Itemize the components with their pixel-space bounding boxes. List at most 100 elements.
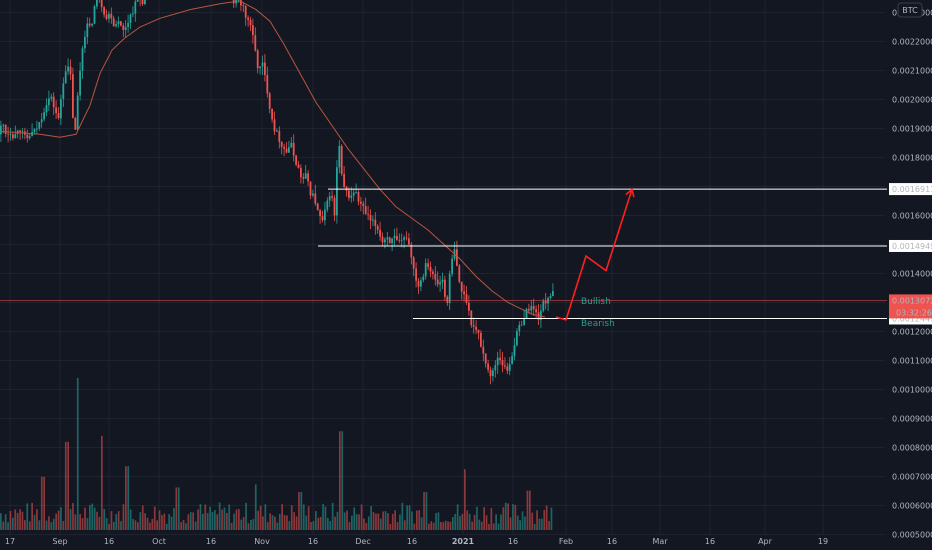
- candle: [549, 293, 552, 300]
- y-tick-label: 0.0006000: [892, 502, 932, 511]
- candle-body: [436, 279, 439, 285]
- volume-bar: [245, 502, 247, 530]
- y-tick-label: 0.0012000: [892, 328, 932, 337]
- candle: [326, 197, 329, 213]
- volume-bar: [348, 522, 351, 530]
- candle: [110, 7, 113, 24]
- time-axis[interactable]: 17 Sep 16 Oct 16 Nov 16 Dec 16 2021 16 Feb 16 Mar 16 Ap…: [5, 537, 828, 546]
- candle: [249, 16, 252, 32]
- volume-bar: [343, 512, 346, 530]
- candle-body: [69, 66, 72, 75]
- volume-bar: [76, 378, 79, 530]
- candle-body: [518, 325, 521, 332]
- candle: [91, 23, 93, 28]
- candle-body: [14, 134, 17, 138]
- volume-bar: [185, 523, 187, 530]
- volume-bar: [98, 516, 101, 530]
- candle-body: [0, 125, 2, 135]
- candle-body: [477, 330, 480, 333]
- candle-body: [516, 331, 518, 346]
- volume-bar: [541, 518, 543, 530]
- candle-body: [247, 17, 249, 20]
- candle: [432, 269, 434, 280]
- x-tick-label: Sep: [52, 537, 67, 546]
- volume-bar: [48, 516, 50, 530]
- candle-body: [254, 35, 257, 51]
- projection-arrow[interactable]: [555, 187, 635, 321]
- volume-bar: [413, 523, 416, 530]
- candle: [271, 108, 273, 123]
- candle-body: [45, 105, 48, 113]
- candle-body: [72, 74, 74, 118]
- volume-bar: [420, 517, 423, 530]
- candle: [132, 6, 134, 18]
- candle: [511, 352, 513, 365]
- volume-bar: [406, 505, 408, 530]
- candle: [4, 124, 7, 138]
- candle-body: [513, 345, 516, 357]
- candle: [333, 195, 336, 222]
- volume-bar: [149, 522, 151, 530]
- candle: [57, 107, 60, 120]
- currency-badge-text: BTC: [902, 6, 918, 15]
- volume-bar: [408, 505, 411, 530]
- volume-bar: [533, 523, 536, 530]
- candle-body: [520, 324, 523, 326]
- candle: [544, 293, 547, 310]
- candle: [254, 27, 257, 52]
- horizontal-levels[interactable]: [0, 188, 887, 319]
- volume-bar: [14, 509, 17, 530]
- volume-bar: [161, 515, 163, 530]
- candle-body: [321, 216, 324, 221]
- candle: [134, 0, 137, 22]
- volume-bar: [31, 503, 33, 530]
- volume-bar: [170, 516, 173, 530]
- volume-bar: [339, 431, 341, 530]
- volume-bar: [521, 511, 524, 530]
- candle-body: [448, 274, 451, 303]
- volume-bar: [331, 502, 334, 530]
- candle: [84, 30, 86, 53]
- candle-body: [422, 276, 425, 281]
- candle-body: [244, 5, 247, 18]
- volume-bar: [461, 513, 464, 530]
- candle: [300, 164, 302, 184]
- volume-bar: [177, 487, 180, 530]
- x-tick-label: 19: [818, 537, 828, 546]
- volume-bar: [62, 521, 65, 530]
- candle-body: [400, 239, 403, 241]
- candle-body: [297, 164, 300, 168]
- candle: [105, 9, 108, 21]
- candle: [350, 187, 353, 203]
- volume-bar: [165, 523, 168, 530]
- volume-bar: [43, 476, 45, 530]
- volume-bar: [52, 518, 55, 530]
- volume-bar: [0, 513, 2, 530]
- volume-bar: [182, 519, 185, 530]
- volume-bar: [192, 512, 194, 530]
- volume-bar: [391, 513, 394, 530]
- volume-bar: [394, 510, 396, 530]
- candle-body: [374, 219, 377, 226]
- volume-bar: [214, 510, 216, 530]
- volume-bar: [531, 512, 534, 530]
- volume-bar: [218, 502, 221, 530]
- candle-body: [273, 119, 276, 132]
- volume-bar: [259, 505, 262, 530]
- candle-body: [105, 14, 108, 19]
- volume-bar: [464, 469, 466, 530]
- candle-body: [511, 356, 513, 364]
- candle: [508, 357, 511, 376]
- volume-bar: [372, 512, 375, 530]
- x-tick-label: Nov: [254, 537, 270, 546]
- candle-body: [283, 146, 285, 149]
- volume-bar: [543, 510, 546, 530]
- candle-body: [134, 1, 137, 14]
- candle-body: [535, 309, 537, 313]
- candle: [124, 20, 127, 38]
- candle: [492, 367, 494, 382]
- candle: [340, 144, 343, 177]
- candle-body: [352, 192, 355, 196]
- volume-bar: [492, 523, 495, 530]
